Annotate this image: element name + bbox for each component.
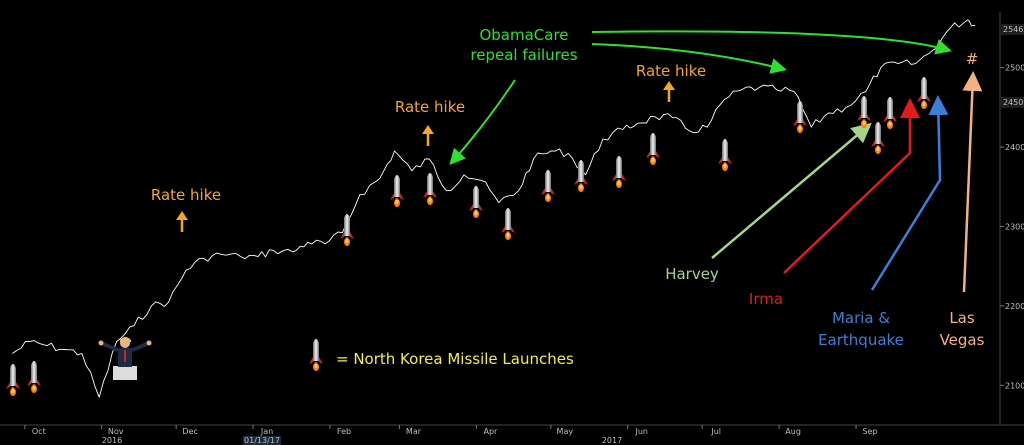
annotation-obamacare-line-2: repeal failures: [470, 46, 577, 64]
missile-icon: [501, 208, 515, 240]
maria-arrow: [870, 95, 949, 291]
annotation-maria-line-2: Earthquake: [818, 331, 904, 349]
missile-icon: [309, 339, 323, 371]
annotation-harvey: Harvey: [665, 265, 719, 283]
irma-arrow: [783, 98, 920, 274]
missile-icon: [6, 364, 20, 396]
x-tick-label: Jul: [710, 427, 721, 436]
annotation-rate-hike-2: Rate hike: [395, 98, 465, 116]
y-tick-label: 2400: [1005, 143, 1024, 152]
y-axis: 2100 2200 2300 2400 2500: [999, 12, 1024, 425]
x-tick-label: Jan: [260, 427, 273, 436]
rate-hike-arrow-3: [663, 81, 675, 102]
x-year-label: 2016: [102, 436, 122, 445]
y-tick-label: 2500: [1005, 64, 1024, 73]
x-tick-label: Nov: [108, 427, 124, 436]
missile-icon: [718, 139, 732, 171]
presenter-figure: [98, 337, 152, 380]
missile-icon: [612, 156, 626, 188]
obamacare-arrow-1: [449, 79, 516, 165]
price-tag-mid: 2450.20: [1003, 98, 1024, 107]
missile-icon: [871, 122, 885, 154]
missile-icon: [423, 173, 437, 205]
annotation-las-vegas-line-2: Vegas: [940, 331, 985, 349]
obamacare-arrow-3: [591, 30, 952, 55]
series-line: [12, 19, 976, 398]
legend-label: = North Korea Missile Launches: [336, 350, 574, 368]
missile-icon: [390, 175, 404, 207]
missile-icon: [917, 77, 931, 109]
x-tick-label: Mar: [406, 427, 422, 436]
annotation-las-vegas-line-1: Las: [949, 309, 975, 327]
x-axis: Oct Nov Dec Jan Feb Mar Apr May Jun Jul Aug Sep 2016…: [0, 424, 1024, 445]
y-tick-label: 2100: [1005, 381, 1024, 390]
event-arrows: [711, 71, 983, 293]
x-tick-label: Aug: [785, 427, 801, 436]
missile-icon: [340, 214, 354, 246]
x-tick-label: Apr: [483, 427, 498, 436]
x-year-label-bg: [243, 436, 281, 445]
x-tick-label: Jun: [634, 427, 648, 436]
annotation-rate-hike-1: Rate hike: [151, 186, 221, 204]
annotations: Rate hike Rate hike Rate hike ObamaCare …: [151, 26, 985, 349]
annotation-obamacare-line-1: ObamaCare: [479, 26, 568, 44]
annotation-irma: Irma: [749, 290, 783, 308]
x-tick-label: Oct: [32, 427, 46, 436]
harvey-arrow: [711, 122, 872, 259]
x-tick-label: May: [557, 427, 574, 436]
price-tag-last: 2546.9: [1003, 25, 1024, 34]
rate-hike-arrow-2: [422, 125, 434, 146]
annotation-hash: #: [966, 50, 979, 68]
missile-icon: [793, 101, 807, 133]
x-year-label: 01/13/17: [244, 436, 280, 445]
annotation-rate-hike-3: Rate hike: [636, 62, 706, 80]
y-tick-label: 2200: [1005, 302, 1024, 311]
annotation-maria-line-1: Maria &: [832, 309, 890, 327]
x-year-label: 2017: [602, 436, 622, 445]
missile-icon: [857, 96, 871, 128]
missile-icon: [27, 361, 41, 393]
x-tick-label: Sep: [862, 427, 877, 436]
missile-icon: [883, 97, 897, 129]
obamacare-arrow-2: [591, 43, 787, 74]
missile-icon: [646, 133, 660, 165]
missile-markers: [6, 77, 931, 396]
obamacare-arrows: [449, 30, 952, 165]
missile-icon: [541, 170, 555, 202]
rate-hike-arrows: [176, 81, 675, 232]
y-tick-label: 2300: [1005, 222, 1024, 231]
las-vegas-arrow: [962, 71, 983, 293]
x-tick-label: Dec: [182, 427, 197, 436]
price-tag-last-bg: [1001, 24, 1024, 35]
x-tick-label: Feb: [337, 427, 351, 436]
missile-icon: [469, 186, 483, 218]
price-tags: 2546.9 2450.20: [1001, 24, 1024, 108]
rate-hike-arrow-1: [176, 211, 188, 232]
price-tag-mid-bg: [1001, 97, 1024, 108]
